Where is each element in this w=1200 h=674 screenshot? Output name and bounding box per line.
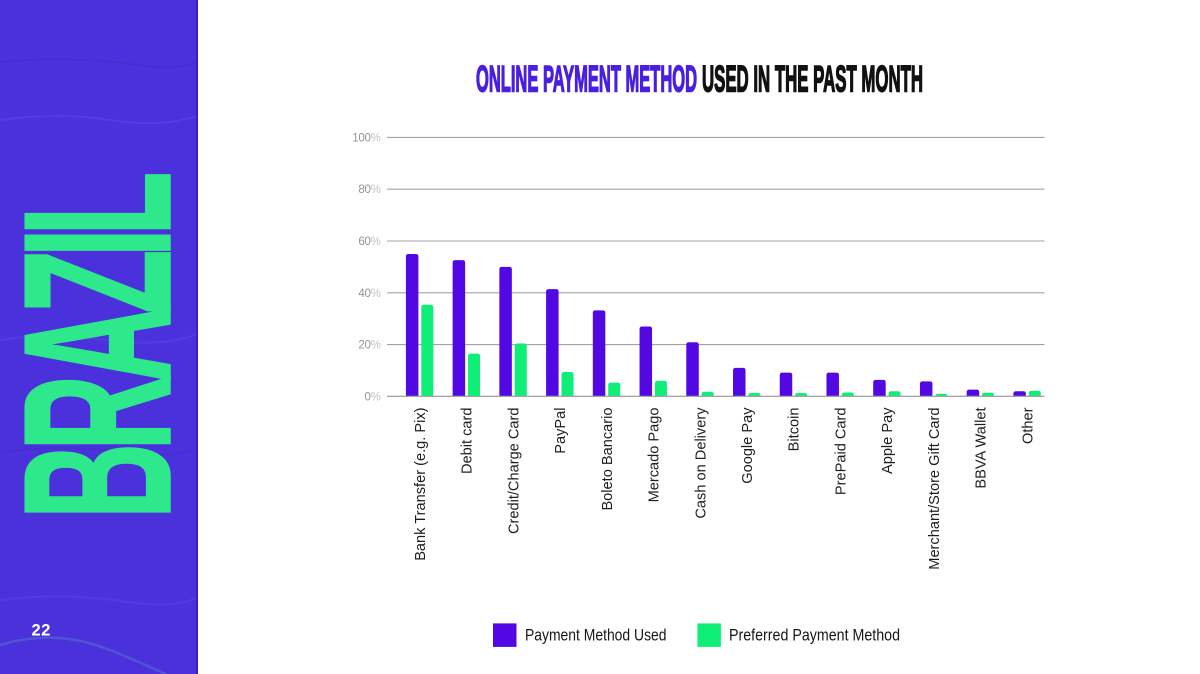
svg-text:Mercado Pago: Mercado Pago: [647, 408, 663, 503]
svg-text:40%: 40%: [358, 288, 380, 300]
svg-text:20%: 20%: [358, 340, 380, 352]
svg-text:0%: 0%: [364, 391, 380, 403]
svg-text:USED IN THE PAST MONTH: USED IN THE PAST MONTH: [702, 59, 923, 100]
svg-text:BRAZIL: BRAZIL: [0, 174, 198, 519]
svg-text:Other: Other: [1020, 407, 1036, 444]
svg-text:BBVA Wallet: BBVA Wallet: [974, 408, 990, 489]
svg-text:ONLINE PAYMENT METHOD: ONLINE PAYMENT METHOD: [476, 59, 697, 100]
svg-text:PrePaid Card: PrePaid Card: [833, 408, 849, 496]
svg-text:Merchant/Store Gift Card: Merchant/Store Gift Card: [927, 408, 943, 570]
svg-text:60%: 60%: [358, 236, 380, 248]
svg-text:Cash on Delivery: Cash on Delivery: [693, 407, 709, 519]
svg-text:Google Pay: Google Pay: [740, 407, 756, 484]
svg-text:Debit card: Debit card: [460, 408, 476, 475]
svg-text:PayPal: PayPal: [553, 408, 569, 454]
svg-text:Payment Method Used: Payment Method Used: [525, 626, 667, 645]
svg-text:Boleto Bancario: Boleto Bancario: [600, 408, 616, 511]
svg-text:80%: 80%: [358, 184, 380, 196]
svg-text:Credit/Charge Card: Credit/Charge Card: [506, 408, 522, 535]
svg-text:Apple Pay: Apple Pay: [880, 407, 896, 474]
svg-text:22: 22: [32, 622, 52, 640]
svg-text:Preferred Payment Method: Preferred Payment Method: [729, 626, 900, 645]
svg-text:Bitcoin: Bitcoin: [787, 408, 803, 452]
svg-text:Bank Transfer (e.g. Pix): Bank Transfer (e.g. Pix): [413, 408, 429, 561]
svg-text:100%: 100%: [352, 132, 380, 144]
